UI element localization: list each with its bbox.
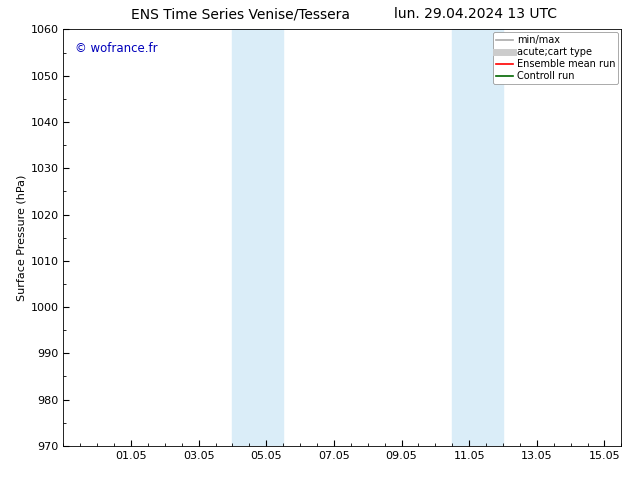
Bar — [452, 29, 503, 446]
Text: © wofrance.fr: © wofrance.fr — [75, 42, 157, 55]
Y-axis label: Surface Pressure (hPa): Surface Pressure (hPa) — [16, 174, 26, 301]
Text: lun. 29.04.2024 13 UTC: lun. 29.04.2024 13 UTC — [394, 7, 557, 22]
Bar — [233, 29, 283, 446]
Legend: min/max, acute;cart type, Ensemble mean run, Controll run: min/max, acute;cart type, Ensemble mean … — [493, 32, 618, 84]
Text: ENS Time Series Venise/Tessera: ENS Time Series Venise/Tessera — [131, 7, 351, 22]
